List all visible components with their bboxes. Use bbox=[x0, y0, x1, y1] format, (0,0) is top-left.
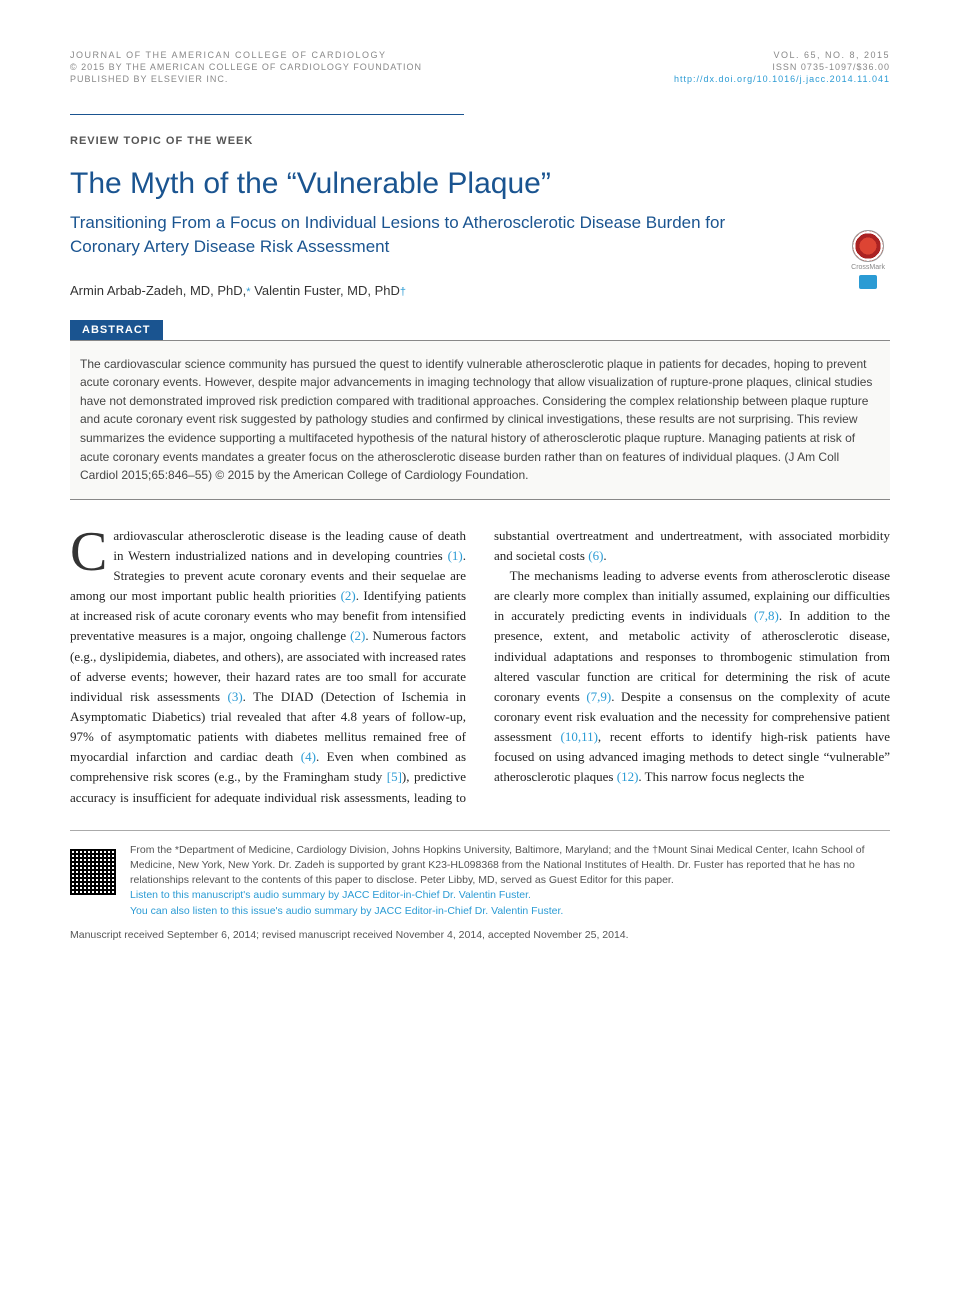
author-list: Armin Arbab-Zadeh, MD, PhD,* Valentin Fu… bbox=[70, 283, 890, 298]
header-row-2: © 2015 BY THE AMERICAN COLLEGE OF CARDIO… bbox=[70, 62, 890, 72]
footer-text: From the *Department of Medicine, Cardio… bbox=[130, 843, 890, 919]
crossmark-label: CrossMark bbox=[851, 264, 885, 271]
footer-rule bbox=[70, 830, 890, 831]
doi-link[interactable]: http://dx.doi.org/10.1016/j.jacc.2014.11… bbox=[674, 74, 890, 84]
publisher: PUBLISHED BY ELSEVIER INC. bbox=[70, 74, 228, 84]
audio-icon[interactable] bbox=[859, 275, 877, 289]
copyright: © 2015 BY THE AMERICAN COLLEGE OF CARDIO… bbox=[70, 62, 422, 72]
abstract-block: ABSTRACT The cardiovascular science comm… bbox=[70, 320, 890, 500]
article-title: The Myth of the “Vulnerable Plaque” bbox=[70, 167, 890, 201]
qr-code-icon[interactable] bbox=[70, 849, 116, 895]
audio-link-1[interactable]: Listen to this manuscript's audio summar… bbox=[130, 888, 890, 903]
abstract-text: The cardiovascular science community has… bbox=[70, 340, 890, 500]
journal-name: JOURNAL OF THE AMERICAN COLLEGE OF CARDI… bbox=[70, 50, 387, 60]
footer-block: From the *Department of Medicine, Cardio… bbox=[70, 843, 890, 919]
section-label: REVIEW TOPIC OF THE WEEK bbox=[70, 135, 890, 147]
article-subtitle: Transitioning From a Focus on Individual… bbox=[70, 211, 770, 259]
crossmark-badge[interactable]: CrossMark bbox=[851, 230, 885, 289]
volume-info: VOL. 65, NO. 8, 2015 bbox=[773, 50, 890, 60]
manuscript-dates: Manuscript received September 6, 2014; r… bbox=[70, 929, 890, 941]
header-row-3: PUBLISHED BY ELSEVIER INC. http://dx.doi… bbox=[70, 74, 890, 84]
section-rule bbox=[70, 114, 464, 115]
affiliations: From the *Department of Medicine, Cardio… bbox=[130, 843, 890, 889]
issn: ISSN 0735-1097/$36.00 bbox=[772, 62, 890, 72]
header-row-1: JOURNAL OF THE AMERICAN COLLEGE OF CARDI… bbox=[70, 50, 890, 60]
body-paragraph-2: The mechanisms leading to adverse events… bbox=[494, 566, 890, 788]
body-text: Cardiovascular atherosclerotic disease i… bbox=[70, 526, 890, 808]
audio-link-2[interactable]: You can also listen to this issue's audi… bbox=[130, 904, 890, 919]
abstract-label: ABSTRACT bbox=[70, 320, 163, 340]
crossmark-icon bbox=[852, 230, 884, 262]
